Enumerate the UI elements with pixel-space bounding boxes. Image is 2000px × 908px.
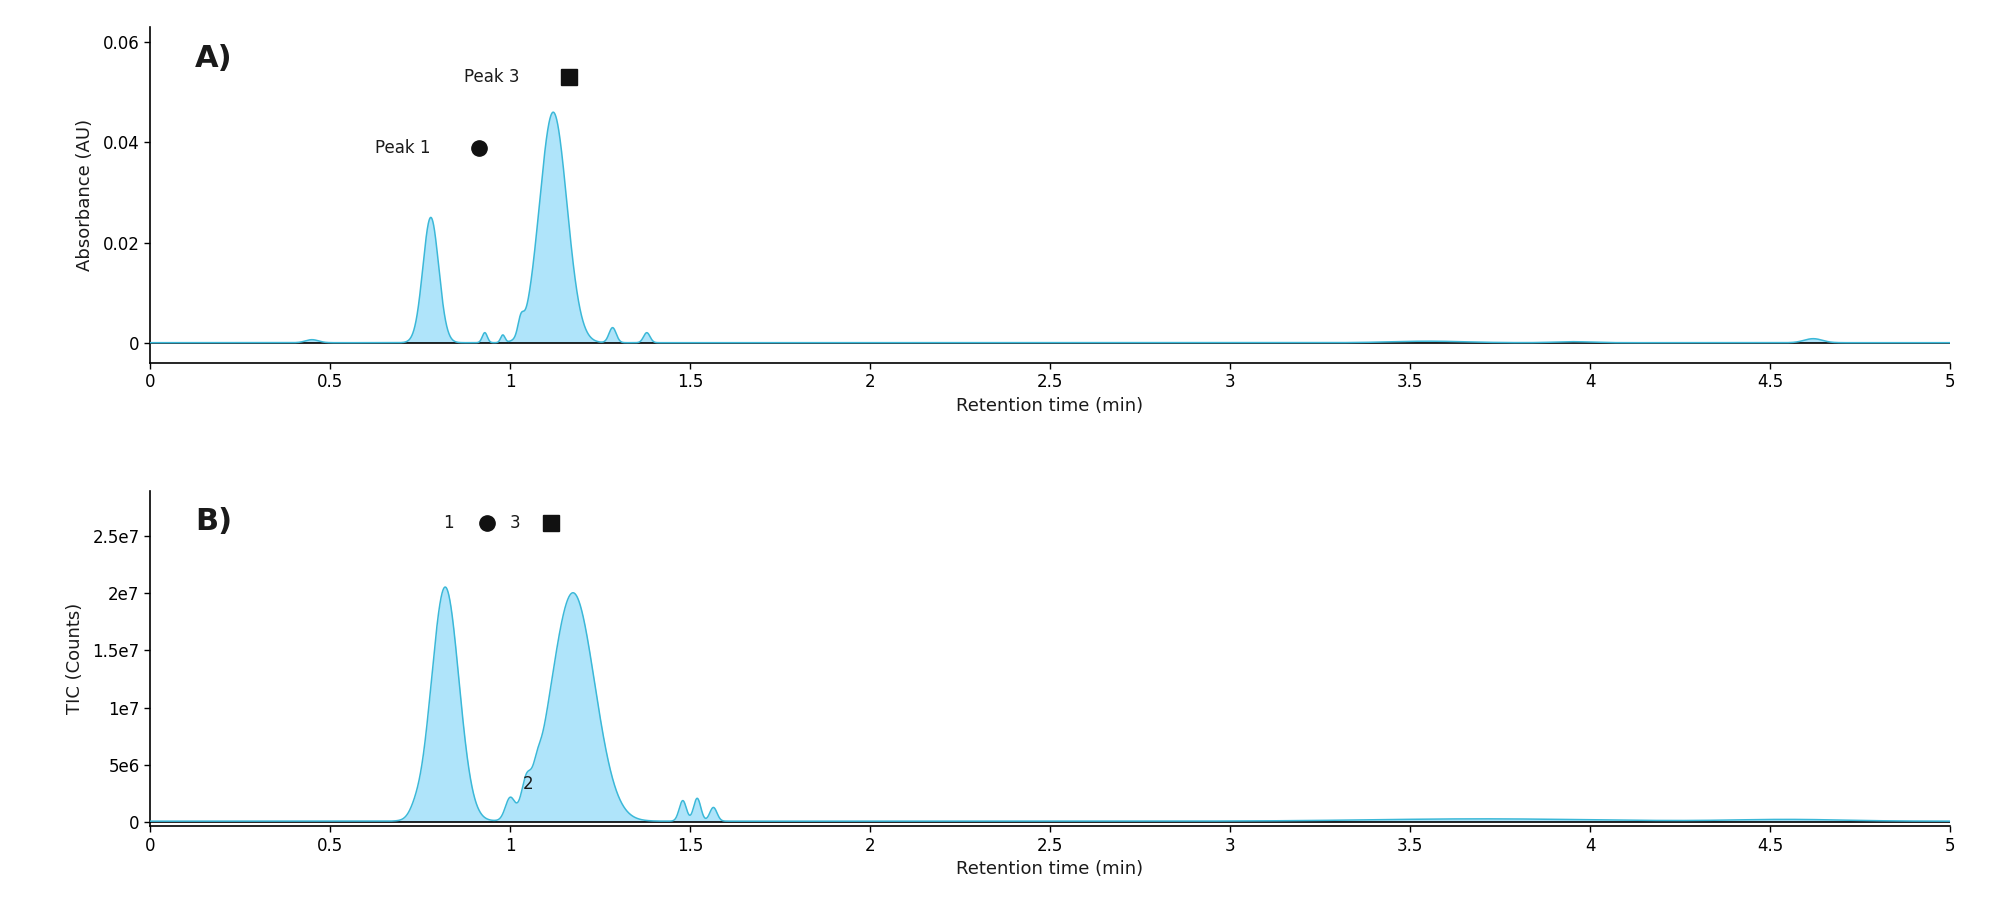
Text: 3: 3 (510, 514, 520, 531)
Text: Peak 3: Peak 3 (464, 68, 520, 86)
X-axis label: Retention time (min): Retention time (min) (956, 860, 1144, 878)
Y-axis label: TIC (Counts): TIC (Counts) (66, 603, 84, 714)
Text: 2: 2 (522, 775, 534, 793)
Text: A): A) (196, 44, 232, 73)
X-axis label: Retention time (min): Retention time (min) (956, 397, 1144, 415)
Text: B): B) (196, 508, 232, 537)
Text: Peak 1: Peak 1 (376, 139, 430, 156)
Y-axis label: Absorbance (AU): Absorbance (AU) (76, 119, 94, 271)
Text: 1: 1 (444, 514, 454, 531)
